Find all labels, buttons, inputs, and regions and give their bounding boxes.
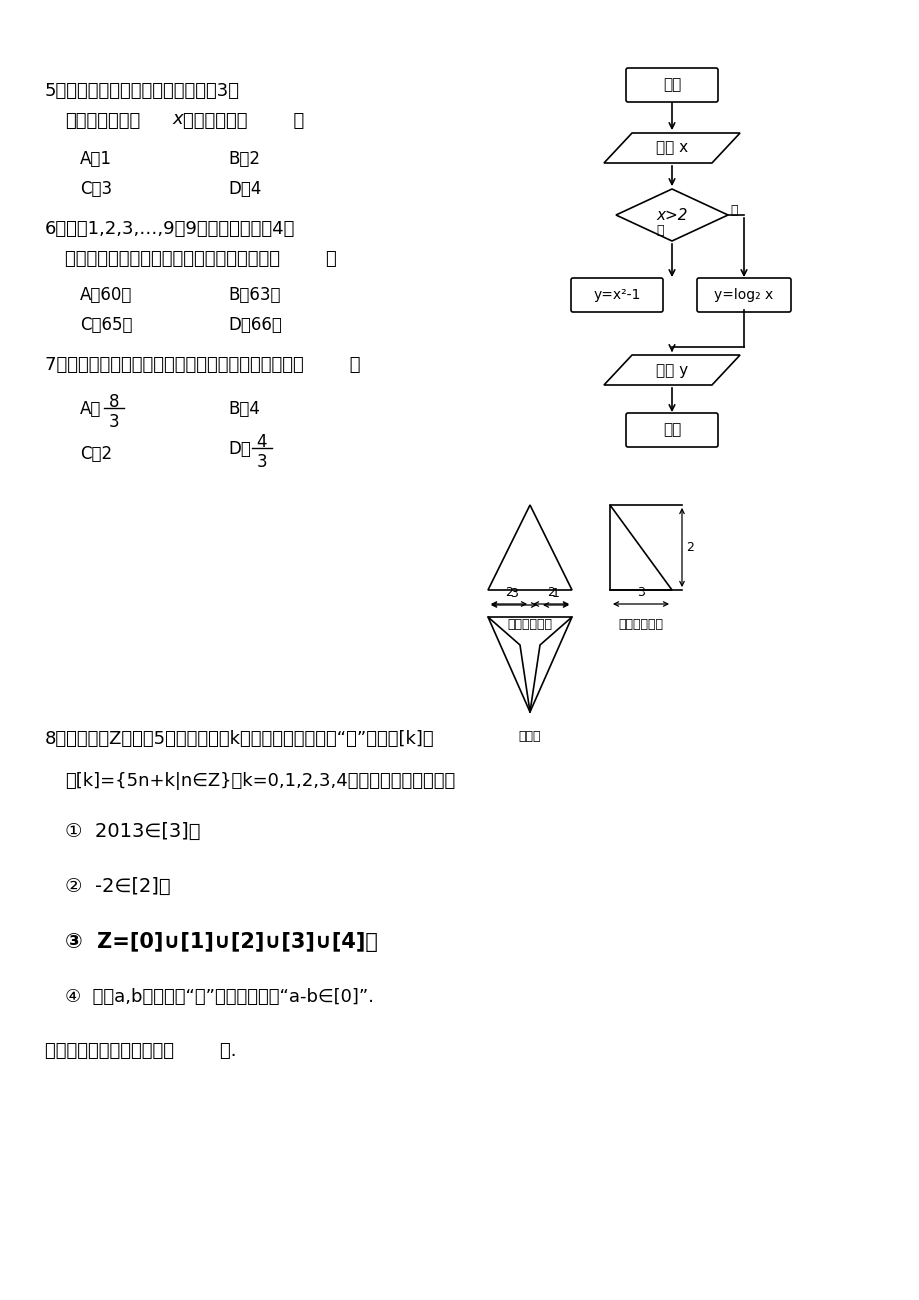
Text: D．: D． (228, 439, 251, 458)
Text: 3: 3 (636, 586, 644, 599)
Text: 2: 2 (505, 586, 513, 599)
Polygon shape (616, 188, 727, 240)
FancyBboxPatch shape (625, 68, 717, 101)
Text: ②  -2∈[2]；: ② -2∈[2]； (65, 878, 170, 896)
Text: 5．执行右面的框图，若输出结果为3，: 5．执行右面的框图，若输出结果为3， (45, 82, 240, 100)
FancyBboxPatch shape (571, 278, 663, 312)
Text: 是: 是 (729, 204, 737, 217)
Text: ①  2013∈[3]；: ① 2013∈[3]； (65, 822, 200, 841)
Text: 正（主）视图: 正（主）视图 (507, 618, 552, 630)
Text: 2: 2 (686, 541, 693, 554)
Text: 输出 y: 输出 y (655, 363, 687, 377)
Text: 侧（左）视图: 侧（左）视图 (618, 618, 663, 630)
FancyBboxPatch shape (697, 278, 790, 312)
Text: ③  Z=[0]∪[1]∪[2]∪[3]∪[4]；: ③ Z=[0]∪[1]∪[2]∪[3]∪[4]； (65, 932, 378, 952)
Text: 输入 x: 输入 x (655, 140, 687, 156)
Text: y=x²-1: y=x²-1 (593, 289, 640, 302)
Text: A．60种: A．60种 (80, 286, 132, 304)
Text: y=log₂ x: y=log₂ x (713, 289, 773, 302)
Text: 俯视图: 俯视图 (518, 731, 540, 744)
Text: 6．若从1,2,3,…,9这9个整数中同时厖4个: 6．若从1,2,3,…,9这9个整数中同时厖4个 (45, 220, 295, 238)
Text: 不同的数，其和为奇数，则不同的取法共有（        ）: 不同的数，其和为奇数，则不同的取法共有（ ） (65, 250, 336, 268)
Text: B．63种: B．63种 (228, 286, 280, 304)
Text: 1: 1 (551, 588, 560, 601)
Text: 3: 3 (509, 588, 517, 601)
Text: 8: 8 (108, 393, 119, 411)
Text: 8．在整数集Z中，被5除所得余数为k的所有整数组成一个“类”，记为[k]，: 8．在整数集Z中，被5除所得余数为k的所有整数组成一个“类”，记为[k]， (45, 731, 434, 747)
Text: 3: 3 (256, 452, 267, 471)
Text: C．3: C．3 (80, 179, 112, 198)
Text: A．1: A．1 (80, 150, 112, 168)
Text: B．4: B．4 (228, 400, 259, 419)
Text: 值的个数为（        ）: 值的个数为（ ） (183, 112, 304, 130)
Text: 其中，正确结论的个数为（        ）.: 其中，正确结论的个数为（ ）. (45, 1043, 236, 1060)
Text: C．2: C．2 (80, 445, 112, 463)
Text: 开始: 开始 (663, 78, 680, 92)
Text: 则可输入的实数: 则可输入的实数 (65, 112, 140, 130)
Text: 2: 2 (547, 586, 554, 599)
Text: D．66种: D．66种 (228, 316, 281, 334)
FancyBboxPatch shape (625, 413, 717, 447)
Text: 结束: 结束 (663, 422, 680, 438)
Text: x: x (172, 111, 183, 127)
Text: C．65种: C．65种 (80, 316, 132, 334)
Text: D．4: D．4 (228, 179, 261, 198)
Text: 7．某三棱锥的三视图如图所示，该三棱锥的体积是（        ）: 7．某三棱锥的三视图如图所示，该三棱锥的体积是（ ） (45, 356, 360, 374)
Text: A．: A． (80, 400, 101, 419)
Text: ④  整数a,b属于同一“类”的充要条件是“a-b∈[0]”.: ④ 整数a,b属于同一“类”的充要条件是“a-b∈[0]”. (65, 988, 374, 1006)
Text: B．2: B．2 (228, 150, 260, 168)
Polygon shape (603, 133, 739, 162)
Text: 否: 否 (656, 224, 664, 237)
Polygon shape (603, 355, 739, 385)
Text: 4: 4 (256, 433, 267, 451)
Text: x>2: x>2 (655, 208, 687, 222)
Text: 即[k]={5n+k|n∈Z}，k=0,1,2,3,4．给出如下四个结论：: 即[k]={5n+k|n∈Z}，k=0,1,2,3,4．给出如下四个结论： (65, 772, 455, 790)
Text: 3: 3 (108, 413, 119, 432)
